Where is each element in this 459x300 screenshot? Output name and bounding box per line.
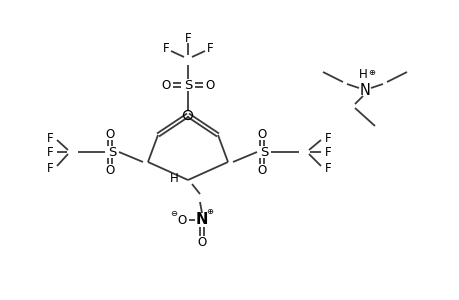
Text: H: H <box>358 68 367 80</box>
Text: S: S <box>184 79 192 92</box>
Text: ⊕: ⊕ <box>206 208 213 217</box>
Text: H: H <box>169 172 178 184</box>
Text: N: N <box>196 212 208 227</box>
Text: F: F <box>206 41 213 55</box>
Text: N: N <box>359 82 369 98</box>
Text: F: F <box>324 131 330 145</box>
Text: ⊖: ⊖ <box>170 208 177 217</box>
Text: O: O <box>257 164 266 176</box>
Text: ⊕: ⊕ <box>368 68 375 76</box>
Text: F: F <box>324 161 330 175</box>
Text: O: O <box>177 214 186 226</box>
Text: O: O <box>105 128 114 140</box>
Text: S: S <box>259 146 268 158</box>
Text: F: F <box>46 161 53 175</box>
Text: O: O <box>205 79 214 92</box>
Text: F: F <box>184 32 191 44</box>
Text: F: F <box>46 131 53 145</box>
Text: O: O <box>105 164 114 176</box>
Text: F: F <box>162 41 169 55</box>
Text: S: S <box>107 146 116 158</box>
Text: F: F <box>46 146 53 158</box>
Text: F: F <box>324 146 330 158</box>
Text: O: O <box>257 128 266 140</box>
Text: O: O <box>197 236 206 248</box>
Text: O: O <box>161 79 170 92</box>
